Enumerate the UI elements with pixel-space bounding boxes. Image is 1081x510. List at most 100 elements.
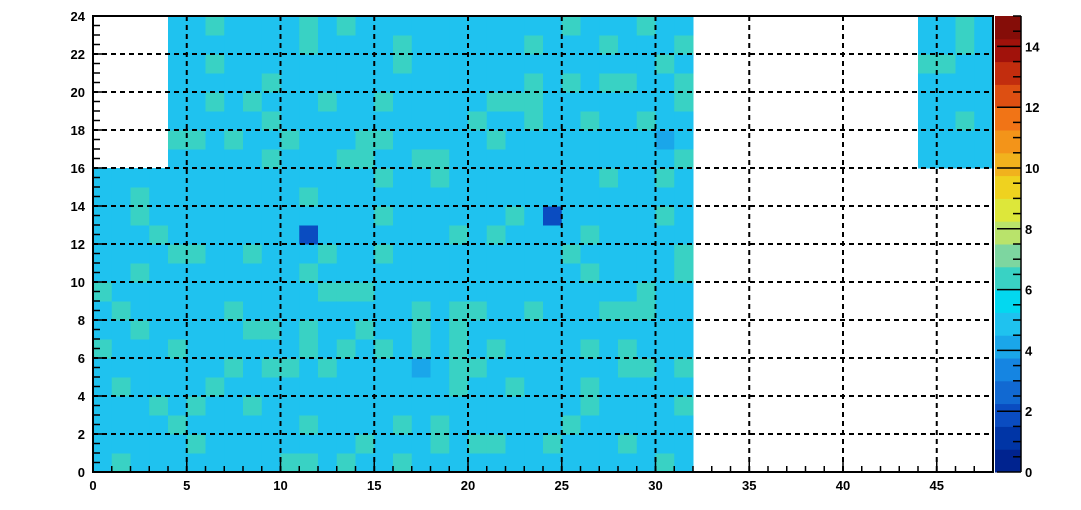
heatmap-cell	[280, 396, 300, 416]
heatmap-cell	[486, 377, 506, 397]
heatmap-cell	[336, 434, 356, 454]
heatmap-cell	[449, 415, 469, 435]
heatmap-cell	[543, 149, 563, 169]
heatmap-cell	[599, 320, 619, 340]
heatmap-cell	[936, 16, 956, 36]
heatmap-cell	[936, 130, 956, 150]
heatmap-cell	[205, 396, 225, 416]
heatmap-cell	[261, 16, 281, 36]
heatmap-cell	[280, 339, 300, 359]
heatmap-cell	[524, 339, 544, 359]
heatmap-cell	[430, 92, 450, 112]
heatmap-cell	[149, 434, 169, 454]
heatmap-cell	[918, 16, 938, 36]
heatmap-cell	[93, 282, 113, 302]
heatmap-cell	[299, 320, 319, 340]
heatmap-cell	[318, 168, 338, 188]
heatmap-cell	[261, 301, 281, 321]
heatmap-cell	[374, 168, 394, 188]
heatmap-cell	[636, 149, 656, 169]
heatmap-cell	[336, 149, 356, 169]
colorbar-tick-label: 4	[1025, 343, 1033, 358]
heatmap-cell	[955, 73, 975, 93]
heatmap-cell	[543, 206, 563, 226]
heatmap-cell	[543, 453, 563, 473]
heatmap-cell	[524, 415, 544, 435]
heatmap-cell	[599, 377, 619, 397]
heatmap-cell	[205, 377, 225, 397]
heatmap-cell	[674, 339, 694, 359]
heatmap-cell	[168, 168, 188, 188]
heatmap-cell	[280, 377, 300, 397]
heatmap-cell	[393, 35, 413, 55]
heatmap-cell	[580, 92, 600, 112]
heatmap-cell	[655, 187, 675, 207]
heatmap-cell	[355, 282, 375, 302]
heatmap-cell	[449, 130, 469, 150]
heatmap-cell	[93, 396, 113, 416]
heatmap-cell	[243, 415, 263, 435]
heatmap-cell	[430, 168, 450, 188]
colorbar-band	[995, 380, 1021, 405]
heatmap-cell	[261, 149, 281, 169]
heatmap-cell	[168, 453, 188, 473]
heatmap-cell	[130, 187, 150, 207]
heatmap-cell	[186, 73, 206, 93]
heatmap-cell	[243, 282, 263, 302]
heatmap-cell	[374, 301, 394, 321]
heatmap-cell	[186, 225, 206, 245]
heatmap-cell	[168, 396, 188, 416]
heatmap-cell	[655, 339, 675, 359]
heatmap-cell	[636, 168, 656, 188]
heatmap-cell	[243, 187, 263, 207]
heatmap-cell	[561, 73, 581, 93]
heatmap-cell	[93, 168, 113, 188]
y-tick-label: 24	[71, 9, 86, 24]
heatmap-cell	[393, 130, 413, 150]
heatmap-cell	[393, 73, 413, 93]
heatmap-cell	[655, 206, 675, 226]
heatmap-cell	[543, 358, 563, 378]
heatmap-cell	[636, 54, 656, 74]
heatmap-cell	[561, 111, 581, 131]
heatmap-cell	[355, 130, 375, 150]
heatmap-cell	[243, 358, 263, 378]
heatmap-cell	[299, 187, 319, 207]
heatmap-cell	[430, 453, 450, 473]
heatmap-cell	[505, 225, 525, 245]
heatmap-cell	[374, 282, 394, 302]
heatmap-cell	[280, 73, 300, 93]
heatmap-cell	[543, 168, 563, 188]
heatmap-cell	[374, 358, 394, 378]
heatmap-cell	[149, 225, 169, 245]
heatmap-cell	[393, 320, 413, 340]
heatmap-cell	[411, 396, 431, 416]
heatmap-cell	[299, 225, 319, 245]
heatmap-cell	[543, 320, 563, 340]
heatmap-cell	[449, 453, 469, 473]
heatmap-cell	[243, 320, 263, 340]
heatmap-cell	[149, 415, 169, 435]
heatmap-cell	[468, 35, 488, 55]
heatmap-cell	[149, 320, 169, 340]
heatmap-cell	[318, 73, 338, 93]
heatmap-cell	[168, 73, 188, 93]
heatmap-cell	[936, 54, 956, 74]
heatmap-cell	[186, 263, 206, 283]
colorbar-band	[995, 198, 1021, 222]
heatmap-cell	[430, 377, 450, 397]
heatmap-cell	[674, 168, 694, 188]
heatmap-cell	[955, 149, 975, 169]
heatmap-cell	[636, 92, 656, 112]
heatmap-cell	[261, 54, 281, 74]
heatmap-cell	[318, 282, 338, 302]
heatmap-cell	[655, 377, 675, 397]
heatmap-cell	[486, 111, 506, 131]
heatmap-cell	[561, 35, 581, 55]
heatmap-cell	[618, 263, 638, 283]
heatmap-cell	[505, 92, 525, 112]
heatmap-cell	[655, 244, 675, 264]
heatmap-cell	[168, 187, 188, 207]
heatmap-cell	[524, 225, 544, 245]
